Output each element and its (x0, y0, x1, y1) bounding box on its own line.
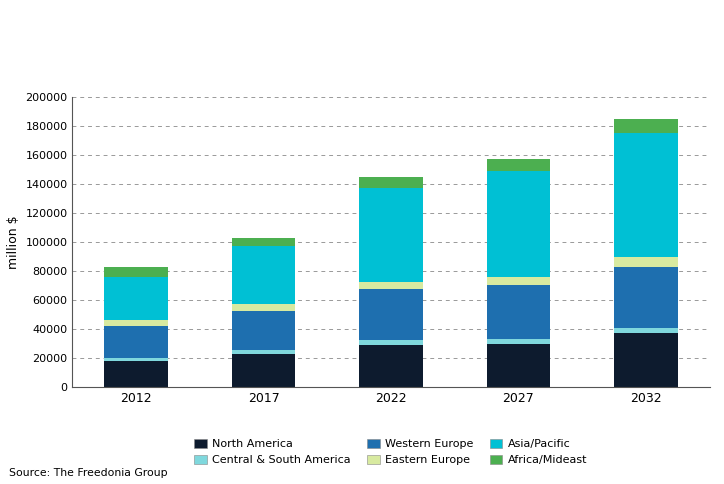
Text: Freedonia: Freedonia (621, 74, 682, 87)
Bar (232, 246, 295, 304)
Bar (487, 285, 550, 339)
Bar (104, 358, 168, 361)
Bar (487, 339, 550, 344)
Bar (487, 277, 550, 285)
Y-axis label: million $: million $ (7, 215, 20, 269)
Bar (104, 277, 168, 320)
Bar (614, 133, 678, 257)
Bar (614, 119, 678, 133)
Bar (614, 333, 678, 387)
Bar (104, 361, 168, 387)
Bar (359, 340, 423, 345)
Bar (359, 177, 423, 187)
Text: Figure 3-3.
Global Security Equipment Demand by Region,
2012, 2017, 2022, 2027, : Figure 3-3. Global Security Equipment De… (9, 2, 287, 71)
Bar (487, 344, 550, 387)
Bar (232, 238, 295, 246)
Bar (614, 328, 678, 333)
Bar (359, 187, 423, 282)
Bar (232, 311, 295, 350)
Bar (104, 320, 168, 326)
Bar (104, 267, 168, 277)
Bar (359, 282, 423, 289)
Bar (614, 257, 678, 267)
Bar (487, 159, 550, 171)
Bar (359, 289, 423, 340)
Legend: North America, Central & South America, Western Europe, Eastern Europe, Asia/Pac: North America, Central & South America, … (194, 439, 588, 465)
Bar (232, 304, 295, 311)
Bar (104, 326, 168, 358)
Bar (232, 354, 295, 387)
Bar (487, 171, 550, 277)
Text: Source: The Freedonia Group: Source: The Freedonia Group (9, 468, 167, 478)
Bar (232, 350, 295, 354)
Bar (614, 267, 678, 328)
Bar (359, 345, 423, 387)
